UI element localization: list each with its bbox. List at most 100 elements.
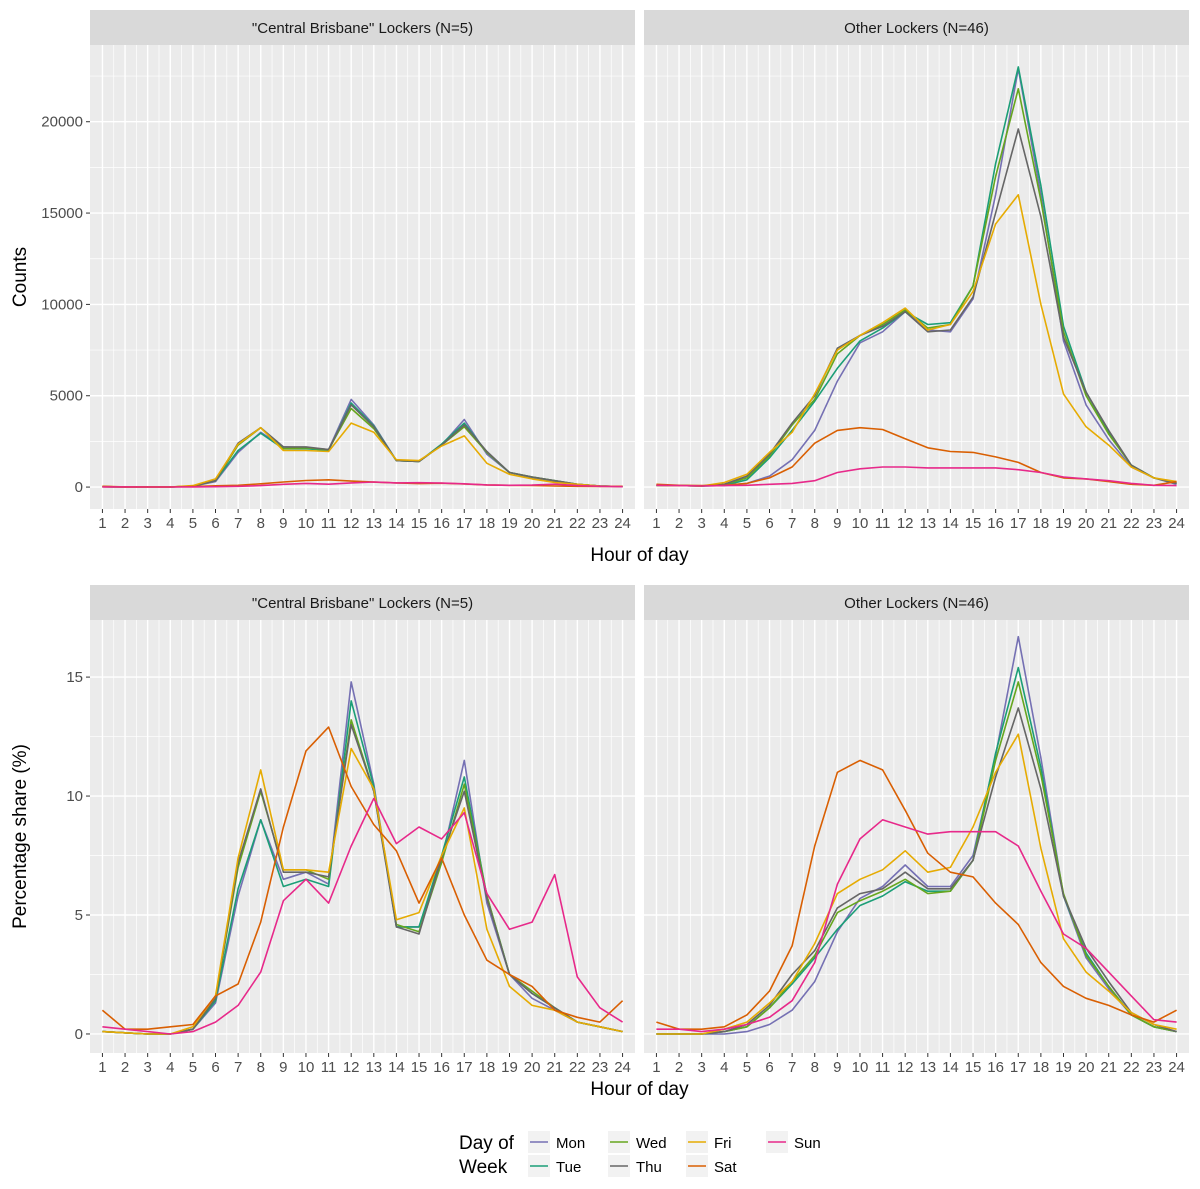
legend-item-mon: Mon xyxy=(528,1131,585,1153)
x-tick-label: 17 xyxy=(456,1059,473,1076)
x-tick-label: 4 xyxy=(720,1059,728,1076)
facet-strip xyxy=(644,10,1189,45)
x-tick-label: 18 xyxy=(1033,515,1050,532)
x-tick-label: 11 xyxy=(321,515,337,532)
x-tick-label: 8 xyxy=(257,515,265,532)
x-tick-label: 8 xyxy=(257,1059,265,1076)
x-tick-label: 8 xyxy=(811,515,819,532)
x-tick-label: 10 xyxy=(852,1059,869,1076)
legend: Day of Week Mon Tue Wed Thu Fri Sat Sun xyxy=(459,1131,821,1178)
x-tick-label: 20 xyxy=(524,515,541,532)
x-tick-label: 22 xyxy=(1123,515,1140,532)
chart-row-1: Counts "Central Brisbane" Lockers (N=5) 0 5… xyxy=(10,10,1189,566)
x-tick-label: 14 xyxy=(942,1059,959,1076)
legend-item-sun: Sun xyxy=(766,1131,821,1153)
x-tick-label: 13 xyxy=(919,1059,936,1076)
x-tick-label: 16 xyxy=(987,1059,1004,1076)
x-tick-label: 6 xyxy=(211,515,219,532)
x-tick-label: 5 xyxy=(189,515,197,532)
x-tick-label: 4 xyxy=(720,515,728,532)
panel-1-2: Other Lockers (N=46)1 2 3 4 5 6 7 8 9 10 11 12 13 14 1… xyxy=(644,10,1189,532)
legend-label: Wed xyxy=(636,1135,667,1152)
x-tick-label: 21 xyxy=(1100,515,1117,532)
panel-2-2: Other Lockers (N=46)1 2 3 4 5 6 7 8 9 10 11 12 13 14 1… xyxy=(644,585,1189,1076)
x-tick-label: 4 xyxy=(166,1059,174,1076)
y-tick-label: 0 xyxy=(75,1026,83,1043)
legend-label: Sat xyxy=(714,1159,737,1176)
facet-strip-label: "Central Brisbane" Lockers (N=5) xyxy=(252,20,473,37)
series-line-sun xyxy=(656,466,1177,487)
x-tick-label: 19 xyxy=(501,1059,518,1076)
x-tick-label: 16 xyxy=(433,1059,450,1076)
x-tick-label: 19 xyxy=(1055,515,1072,532)
legend-label: Tue xyxy=(556,1159,581,1176)
x-tick-label: 9 xyxy=(279,515,287,532)
x-tick-label: 5 xyxy=(743,515,751,532)
legend-label: Mon xyxy=(556,1135,585,1152)
x-tick-label: 17 xyxy=(1010,1059,1027,1076)
x-tick-label: 18 xyxy=(1033,1059,1050,1076)
x-tick-label: 11 xyxy=(875,515,891,532)
chart-row-2: Percentage share (%) "Central Brisbane" L… xyxy=(10,585,1189,1100)
x-tick-label: 16 xyxy=(433,515,450,532)
legend-item-tue: Tue xyxy=(528,1155,581,1177)
x-tick-label: 1 xyxy=(652,515,660,532)
x-tick-label: 3 xyxy=(143,1059,151,1076)
legend-item-fri: Fri xyxy=(686,1131,732,1153)
facet-strip xyxy=(644,585,1189,620)
y-axis-title: Counts xyxy=(10,247,31,307)
x-tick-label: 18 xyxy=(479,515,496,532)
x-axis-title: Hour of day xyxy=(590,1079,689,1100)
x-tick-label: 11 xyxy=(321,1059,337,1076)
x-tick-label: 12 xyxy=(343,1059,360,1076)
y-tick-label: 5000 xyxy=(50,388,83,405)
series-line-thu xyxy=(102,723,623,1035)
x-tick-label: 23 xyxy=(1146,515,1163,532)
y-tick-label: 0 xyxy=(75,479,83,496)
x-tick-label: 12 xyxy=(897,515,914,532)
series-line-fri xyxy=(656,194,1177,487)
y-tick-label: 5 xyxy=(75,907,83,924)
x-tick-label: 12 xyxy=(897,1059,914,1076)
legend-item-sat: Sat xyxy=(686,1155,737,1177)
x-tick-label: 15 xyxy=(411,1059,428,1076)
x-tick-label: 21 xyxy=(546,515,563,532)
facet-strip-label: Other Lockers (N=46) xyxy=(844,595,989,612)
series-line-sun xyxy=(102,797,624,1035)
x-tick-label: 9 xyxy=(833,1059,841,1076)
x-tick-label: 7 xyxy=(234,515,242,532)
series-line-fri xyxy=(102,747,623,1035)
x-tick-label: 14 xyxy=(942,515,959,532)
series-line-wed xyxy=(656,681,1177,1035)
x-tick-label: 1 xyxy=(98,515,106,532)
legend-label: Thu xyxy=(636,1159,662,1176)
x-tick-label: 24 xyxy=(614,1059,631,1076)
legend-label: Sun xyxy=(794,1135,821,1152)
x-tick-label: 14 xyxy=(388,515,405,532)
panel-1-1: "Central Brisbane" Lockers (N=5) 0 5000 100… xyxy=(41,10,635,532)
y-tick-label: 10 xyxy=(66,788,83,805)
x-tick-label: 8 xyxy=(811,1059,819,1076)
y-tick-label: 15 xyxy=(66,669,83,686)
y-tick-label: 15000 xyxy=(41,205,83,222)
x-tick-label: 20 xyxy=(1078,515,1095,532)
x-tick-label: 18 xyxy=(479,1059,496,1076)
x-tick-label: 5 xyxy=(189,1059,197,1076)
x-tick-label: 21 xyxy=(1100,1059,1117,1076)
x-tick-label: 2 xyxy=(675,1059,683,1076)
x-tick-label: 23 xyxy=(1146,1059,1163,1076)
x-tick-label: 13 xyxy=(919,515,936,532)
y-tick-label: 10000 xyxy=(41,296,83,313)
x-tick-label: 4 xyxy=(166,515,174,532)
x-tick-label: 6 xyxy=(765,1059,773,1076)
series-line-sat xyxy=(656,759,1177,1030)
facet-strip xyxy=(90,10,635,45)
x-tick-label: 15 xyxy=(965,515,982,532)
x-tick-label: 22 xyxy=(1123,1059,1140,1076)
legend-item-thu: Thu xyxy=(608,1155,662,1177)
x-tick-label: 6 xyxy=(765,515,773,532)
x-tick-label: 20 xyxy=(524,1059,541,1076)
series-line-sun xyxy=(102,481,623,488)
x-tick-label: 23 xyxy=(592,1059,609,1076)
